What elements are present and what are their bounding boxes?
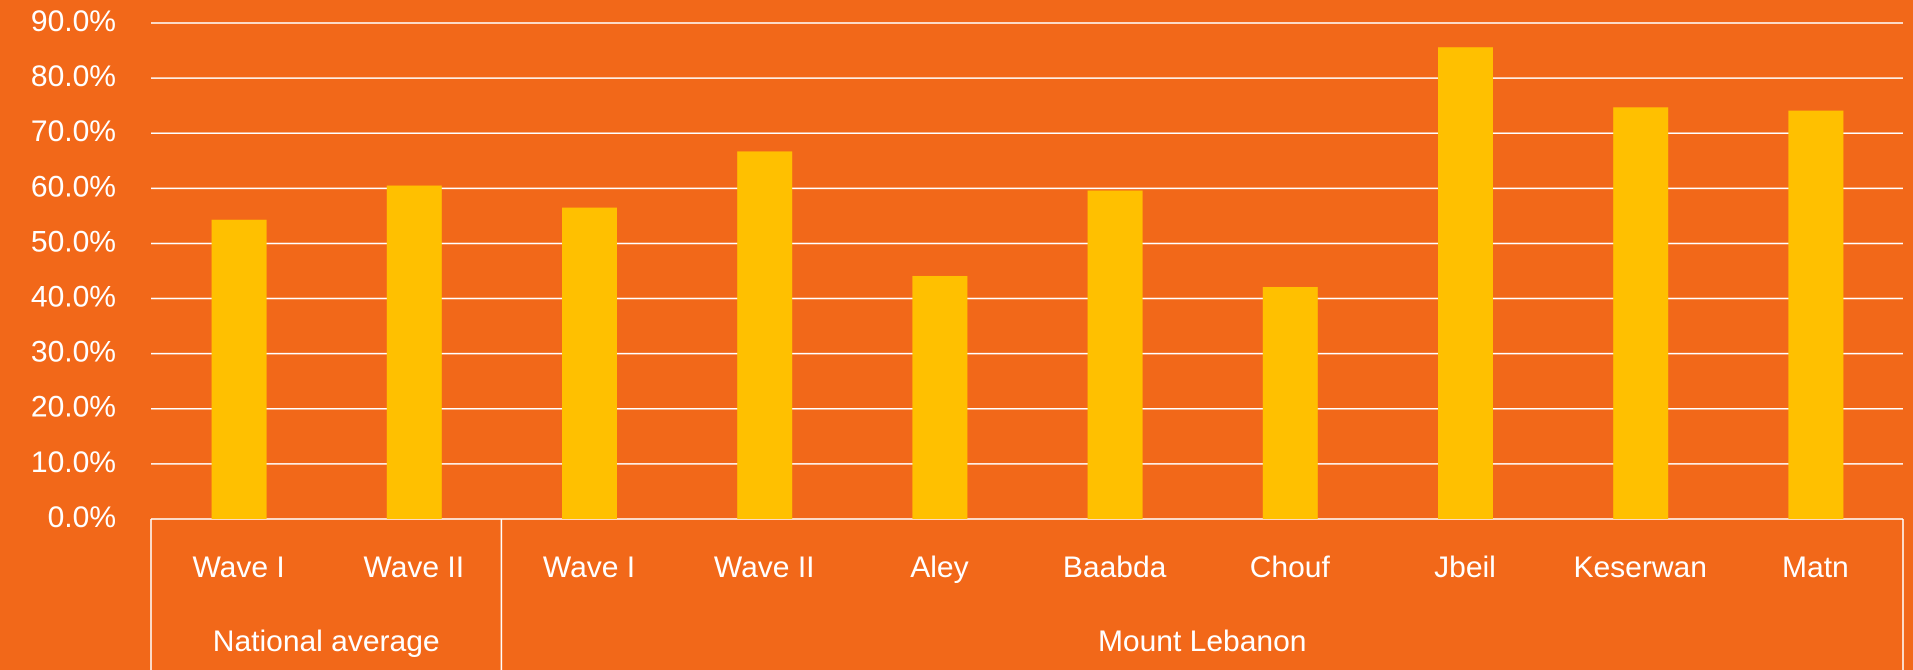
group-label: National average bbox=[213, 625, 440, 658]
x-tick-label: Wave II bbox=[714, 551, 815, 584]
bar bbox=[386, 185, 442, 520]
y-tick-label: 10.0% bbox=[31, 446, 116, 479]
y-tick-label: 50.0% bbox=[31, 225, 116, 258]
x-tick-label: Aley bbox=[910, 551, 968, 584]
y-tick-label: 60.0% bbox=[31, 170, 116, 203]
y-tick-label: 70.0% bbox=[31, 115, 116, 148]
group-label: Mount Lebanon bbox=[1098, 625, 1307, 658]
x-tick-label: Jbeil bbox=[1434, 551, 1496, 584]
bar bbox=[1788, 110, 1844, 520]
x-tick-label: Baabda bbox=[1063, 551, 1167, 584]
bar bbox=[1613, 107, 1669, 519]
bar bbox=[1438, 47, 1493, 519]
y-tick-label: 30.0% bbox=[31, 336, 116, 369]
y-tick-label: 80.0% bbox=[31, 60, 116, 93]
x-tick-label: Matn bbox=[1782, 551, 1849, 584]
bar bbox=[211, 219, 267, 519]
x-tick-label: Keserwan bbox=[1573, 551, 1706, 584]
y-tick-label: 20.0% bbox=[31, 391, 116, 424]
x-tick-label: Wave II bbox=[364, 551, 465, 584]
bar bbox=[1087, 190, 1143, 519]
y-tick-label: 90.0% bbox=[31, 5, 116, 38]
x-tick-label: Wave I bbox=[543, 551, 635, 584]
bar bbox=[737, 151, 793, 520]
bar bbox=[562, 207, 617, 519]
x-tick-label: Chouf bbox=[1250, 551, 1331, 584]
y-tick-label: 40.0% bbox=[31, 280, 116, 313]
y-tick-label: 0.0% bbox=[48, 501, 116, 534]
x-tick-label: Wave I bbox=[192, 551, 284, 584]
bar bbox=[912, 275, 968, 519]
bar bbox=[1262, 286, 1318, 519]
